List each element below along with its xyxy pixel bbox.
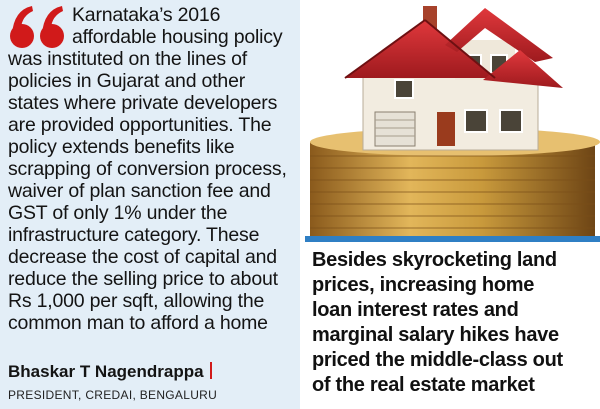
caption-line: loan interest rates and (312, 299, 519, 321)
quote-line: reduce the selling price to about (8, 268, 278, 290)
quote-line: policies in Gujarat and other (8, 70, 246, 92)
quote-line: decrease the cost of capital and (8, 246, 277, 268)
quote-line: affordable housing policy (72, 26, 283, 48)
attribution: Bhaskar T Nagendrappa (8, 362, 212, 382)
image-divider (305, 236, 600, 242)
house-on-coins-image (305, 0, 600, 236)
quote-line: Karnataka’s 2016 (72, 4, 221, 26)
roof (344, 8, 563, 88)
attribution-title: PRESIDENT, CREDAI, BENGALURU (8, 388, 218, 402)
quote-line: policy extends benefits like (8, 136, 235, 158)
coin-stack (310, 128, 600, 236)
quote-line: scrapping of conversion process, (8, 158, 287, 180)
quote-panel: Karnataka’s 2016 affordable housing poli… (0, 0, 300, 409)
quote-line: common man to afford a home (8, 312, 268, 334)
caption-line: Besides skyrocketing land (312, 249, 557, 271)
quote-line: infrastructure category. These (8, 224, 260, 246)
caption-line: priced the middle-class out (312, 349, 563, 371)
caption-line: marginal salary hikes have (312, 324, 559, 346)
quote-line: GST of only 1% under the (8, 202, 228, 224)
quote-mark-icon (10, 6, 64, 48)
attribution-name: Bhaskar T Nagendrappa (8, 362, 204, 381)
quote-line: waiver of plan sanction fee and (8, 180, 271, 202)
quote-line: are provided opportunities. The (8, 114, 272, 136)
caption-line: of the real estate market (312, 374, 535, 396)
quote-line: states where private developers (8, 92, 278, 114)
caption-line: prices, increasing home (312, 274, 535, 296)
quote-line: Rs 1,000 per sqft, allowing the (8, 290, 265, 312)
quote-line: was instituted on the lines of (8, 48, 247, 70)
attribution-divider (209, 362, 212, 379)
